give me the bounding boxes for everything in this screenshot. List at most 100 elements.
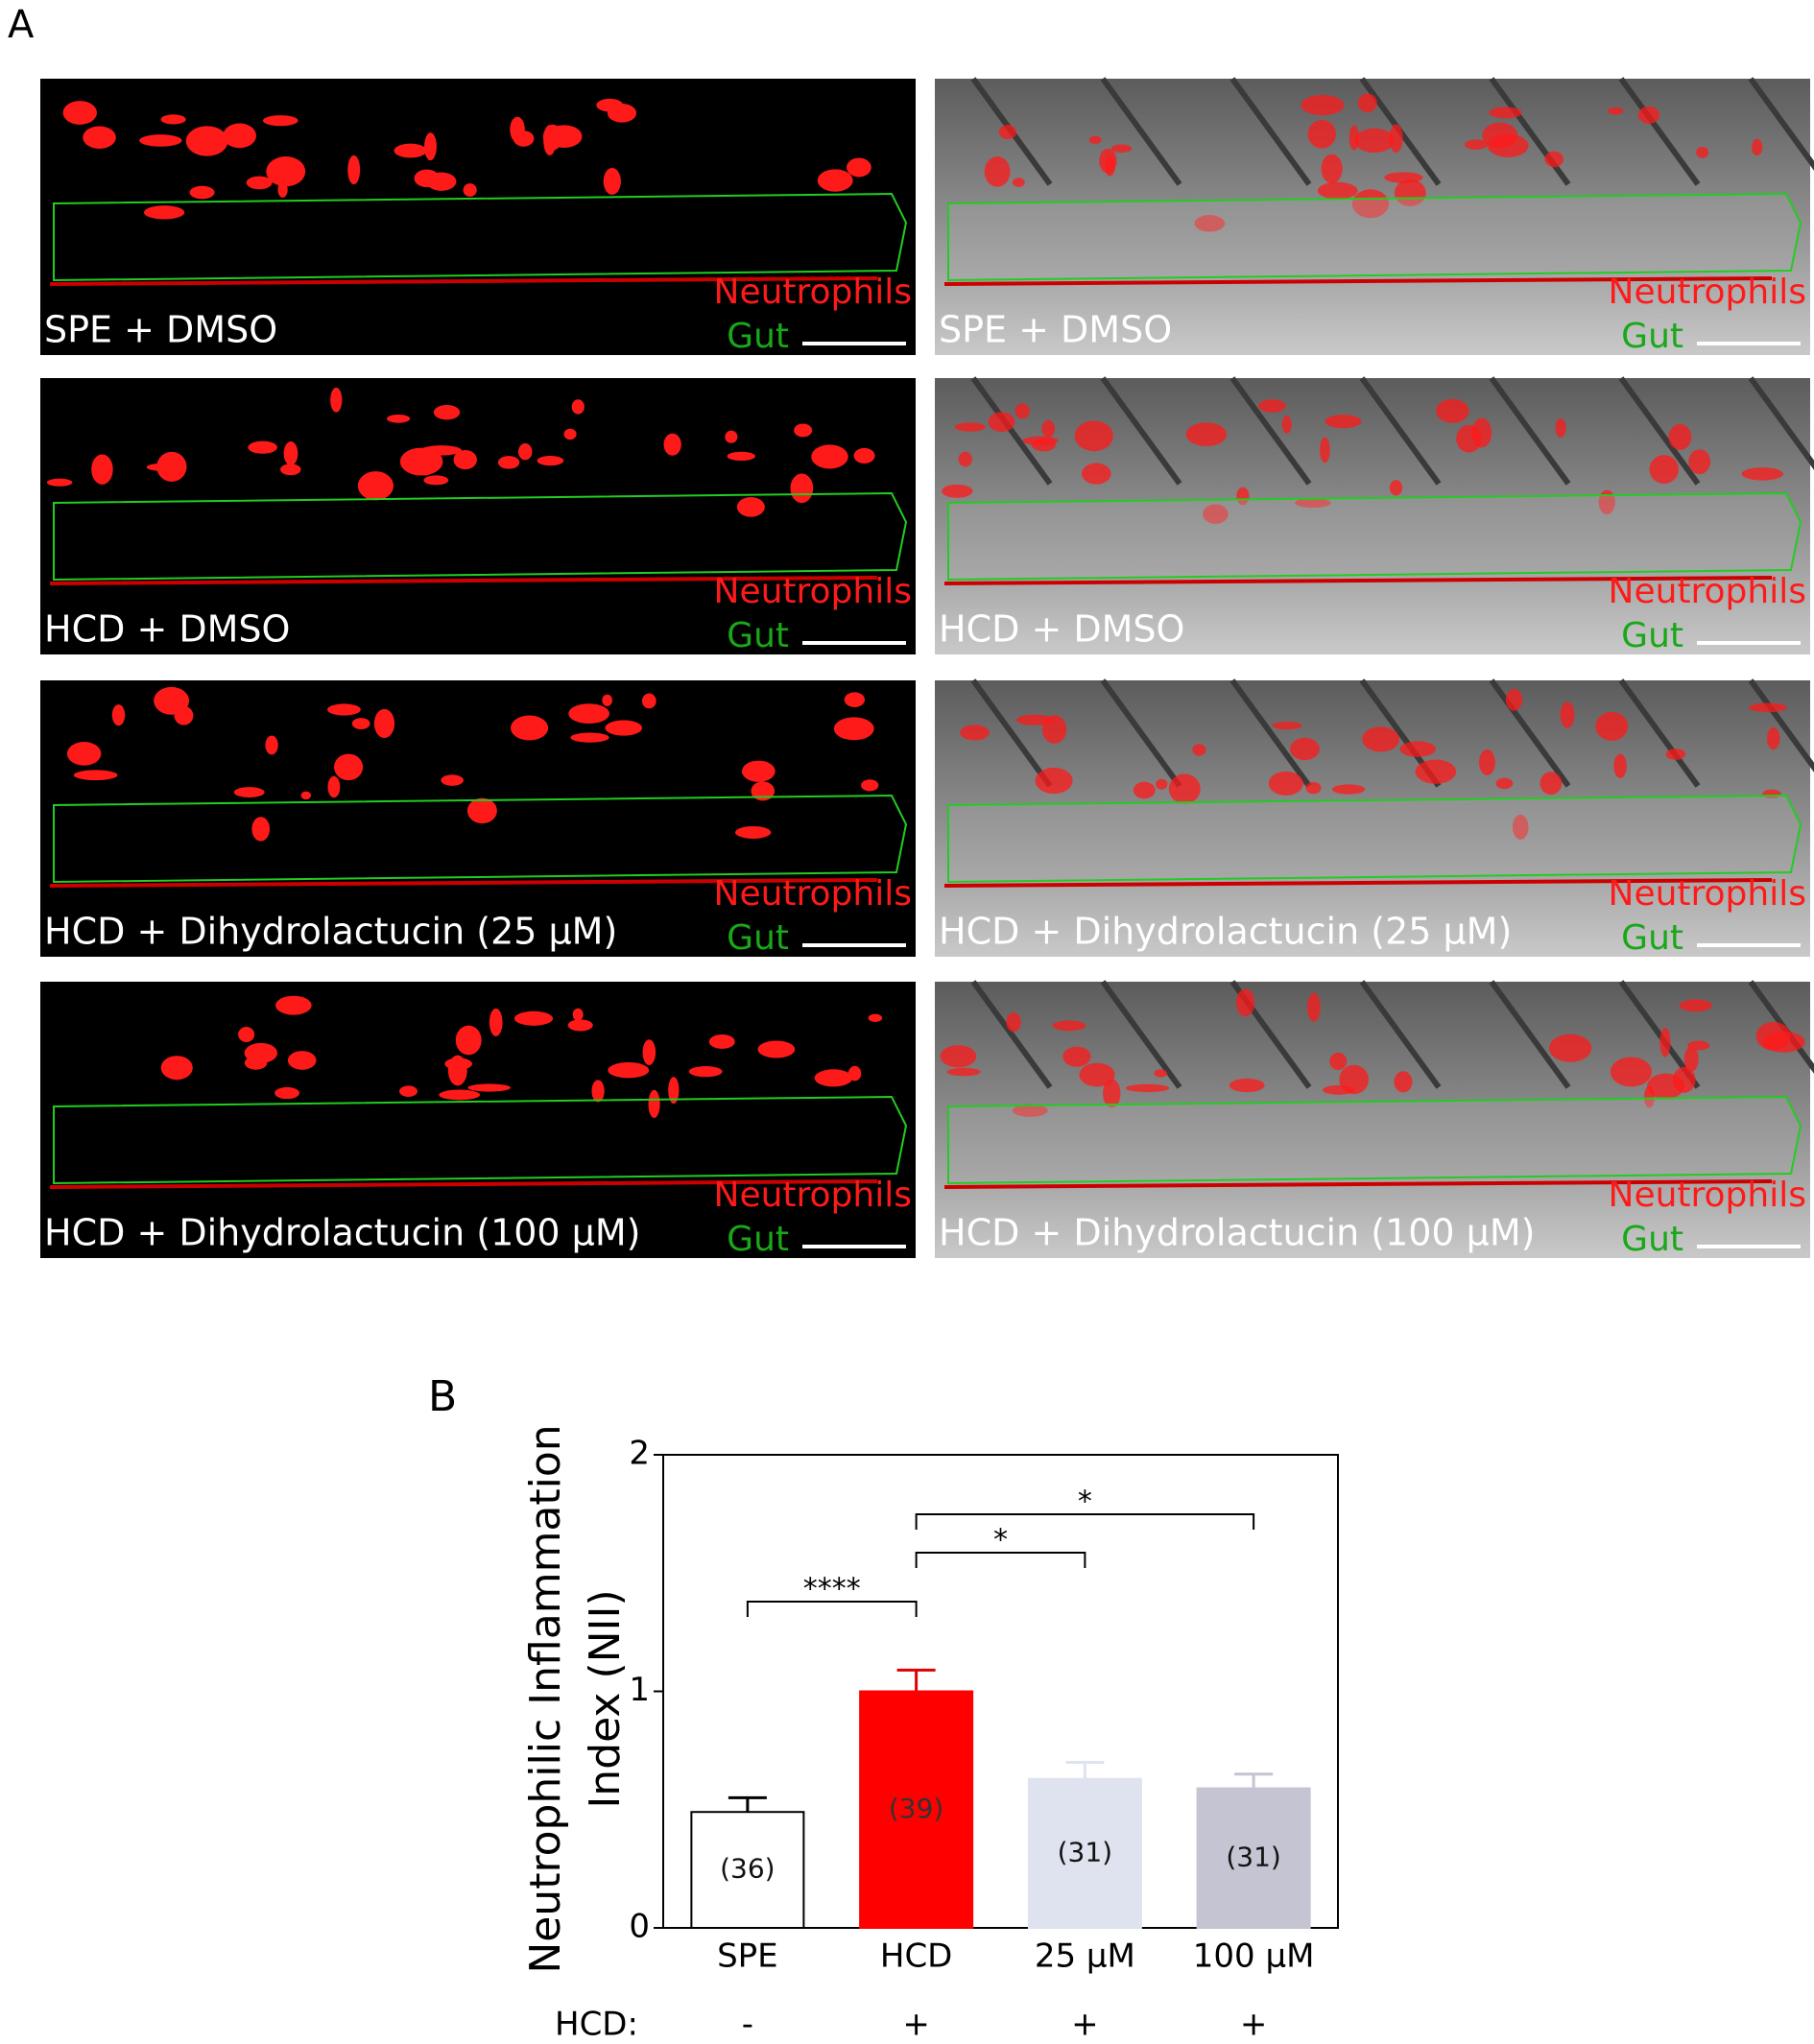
x-tick-label: HCD (880, 1937, 953, 1976)
neutrophil (648, 1089, 660, 1118)
gut-outline (53, 1095, 908, 1185)
neutrophil (83, 126, 116, 149)
neutrophil (283, 441, 298, 466)
neutrophil (1415, 759, 1457, 784)
neutrophil (537, 455, 564, 466)
n-label: (31) (1226, 1841, 1280, 1872)
neutrophil (1081, 463, 1111, 485)
neutrophil (607, 103, 637, 123)
neutrophil (1489, 107, 1522, 119)
neutrophil (223, 123, 256, 149)
neutrophil (423, 475, 449, 486)
neutrophil (861, 779, 879, 792)
neutrophil (1035, 767, 1073, 795)
neutrophil (1099, 148, 1117, 174)
neutrophil (1295, 498, 1331, 509)
channel-label: Neutrophils (714, 874, 912, 914)
condition-label: HCD + Dihydrolactucin (25 µM) (44, 911, 617, 953)
neutrophil (960, 725, 991, 741)
x-tick-label: 100 µM (1193, 1937, 1315, 1976)
neutrophil (1464, 139, 1489, 150)
channel-label: Neutrophils (714, 572, 912, 611)
x-tick-label: 25 µM (1035, 1937, 1135, 1976)
neutrophil (111, 704, 126, 726)
fluorescence-image (40, 378, 916, 654)
channel-label: Neutrophils (1609, 1176, 1806, 1215)
neutrophil (277, 181, 288, 198)
neutrophil (853, 447, 875, 463)
neutrophil (1320, 437, 1330, 463)
somite-line (1748, 376, 1814, 470)
neutrophil (833, 717, 874, 741)
neutrophil (156, 451, 187, 482)
condition-label: SPE + DMSO (44, 309, 277, 351)
neutrophil (1362, 726, 1400, 752)
neutrophil (1357, 93, 1377, 113)
neutrophil (517, 443, 533, 461)
neutrophil (1133, 781, 1156, 799)
neutrophil (1495, 777, 1514, 790)
neutrophil (1749, 702, 1787, 713)
neutrophil (1307, 119, 1336, 149)
neutrophil (1687, 1040, 1710, 1051)
neutrophil (734, 825, 772, 839)
channel-label: Neutrophils (1609, 273, 1806, 312)
somite-line (1618, 376, 1701, 486)
somite-line (970, 678, 1053, 788)
somite-line (1359, 376, 1442, 486)
neutrophil (174, 705, 194, 725)
neutrophil (463, 183, 477, 198)
neutrophil (794, 423, 813, 438)
neutrophil (1766, 726, 1780, 750)
neutrophil (1079, 1062, 1115, 1087)
neutrophil (489, 1008, 503, 1036)
neutrophil (1354, 128, 1395, 154)
neutrophil (1012, 1104, 1048, 1117)
neutrophil (424, 132, 437, 161)
n-label: (39) (889, 1793, 943, 1824)
neutrophil (568, 703, 610, 725)
condition-label: HCD + DMSO (44, 608, 290, 651)
neutrophil (244, 1056, 268, 1070)
neutrophil (467, 1083, 512, 1092)
neutrophil (46, 478, 73, 487)
significance-label: * (1078, 1485, 1092, 1519)
gut-edge (943, 576, 1773, 585)
neutrophil (1665, 749, 1686, 760)
neutrophil (688, 1066, 723, 1078)
neutrophil (736, 496, 765, 517)
neutrophil (1394, 1071, 1413, 1093)
neutrophil (757, 1040, 796, 1058)
neutrophil (1041, 715, 1067, 744)
neutrophil (160, 114, 186, 125)
hcd-sign: + (1071, 2006, 1099, 2044)
neutrophil (251, 817, 271, 842)
condition-label: HCD + Dihydrolactucin (100 µM) (44, 1212, 640, 1254)
somite-line (1748, 678, 1814, 772)
y-axis-label: Index (NII) (581, 1589, 630, 1808)
neutrophil (1192, 744, 1206, 756)
neutrophil (453, 449, 477, 470)
neutrophil (274, 1086, 300, 1100)
neutrophil (868, 1013, 883, 1022)
channel-label: Gut (727, 616, 789, 655)
channel-label: Neutrophils (714, 273, 912, 312)
neutrophil (847, 157, 871, 178)
gut-outline (947, 491, 1802, 582)
neutrophil (1329, 1052, 1348, 1071)
neutrophil (725, 430, 738, 443)
neutrophil (567, 1019, 593, 1032)
neutrophil (942, 484, 973, 498)
somite-line (1100, 376, 1182, 486)
neutrophil (1074, 420, 1113, 452)
neutrophil (66, 742, 102, 766)
neutrophil (275, 995, 312, 1015)
channel-label: Gut (1621, 317, 1683, 356)
neutrophil (1637, 106, 1660, 124)
gut-outline (53, 794, 908, 884)
gut-edge (49, 276, 878, 286)
neutrophil (817, 169, 853, 192)
somite-line (1618, 678, 1701, 788)
neutrophil (988, 412, 1015, 433)
